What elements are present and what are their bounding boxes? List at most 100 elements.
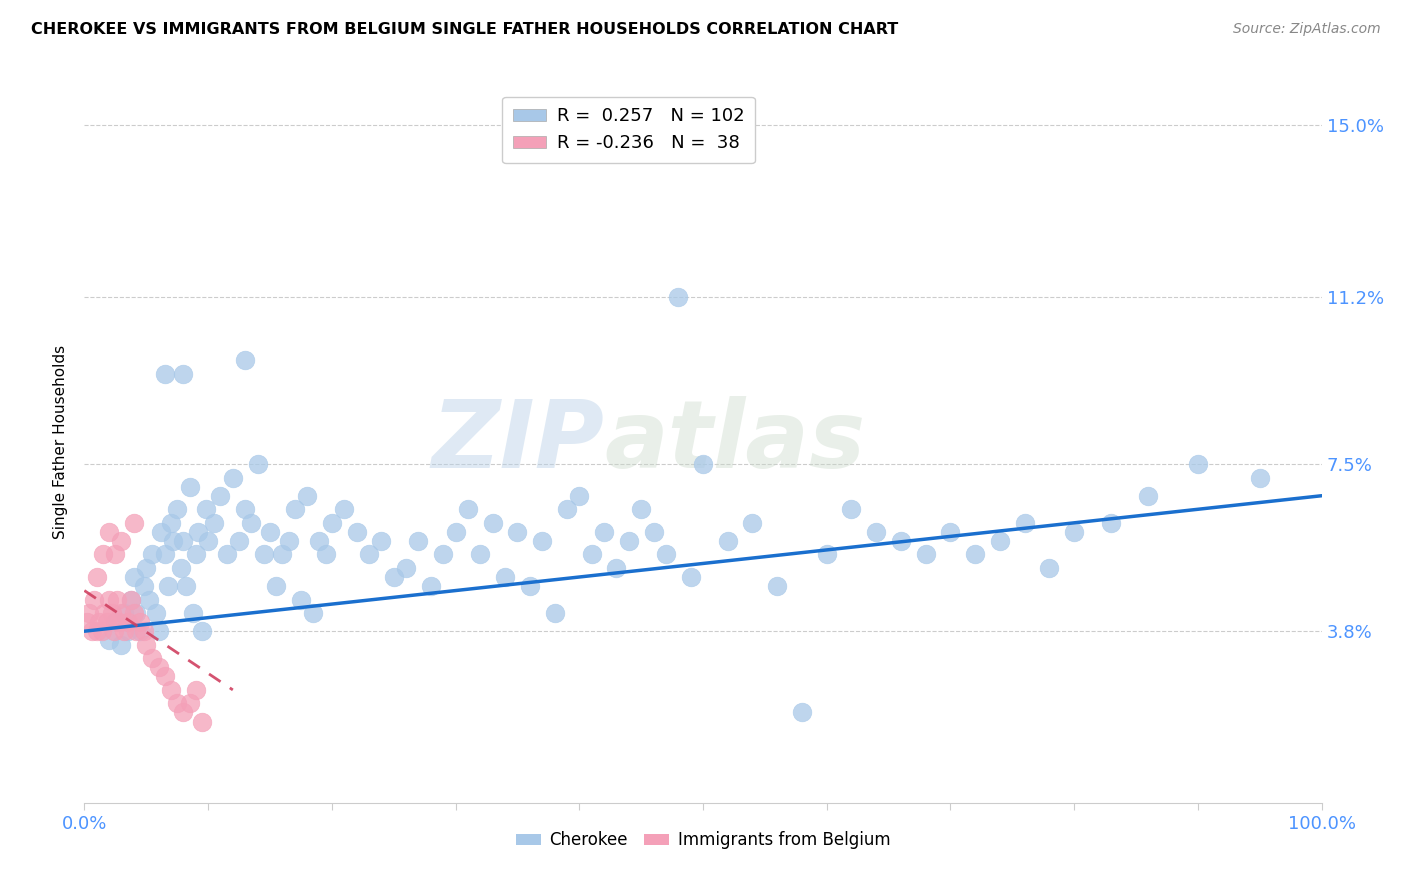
Point (233, 353, 256, 368)
Point (655, 548, 678, 562)
Point (215, 548, 238, 562)
Text: atlas: atlas (605, 395, 865, 488)
Point (1137, 489, 1160, 503)
Point (125, 624, 148, 639)
Point (153, 669, 176, 683)
Point (170, 561, 193, 575)
Point (197, 533, 219, 548)
Point (145, 606, 167, 620)
Point (98, 592, 121, 607)
Point (543, 606, 565, 620)
Point (1063, 524, 1085, 539)
Point (939, 524, 962, 539)
Point (160, 682, 183, 697)
Point (132, 624, 155, 639)
Point (240, 516, 263, 530)
Point (191, 714, 214, 729)
Text: CHEROKEE VS IMMIGRANTS FROM BELGIUM SINGLE FATHER HOUSEHOLDS CORRELATION CHART: CHEROKEE VS IMMIGRANTS FROM BELGIUM SING… (31, 22, 898, 37)
Point (457, 502, 479, 516)
Point (531, 533, 554, 548)
Point (259, 524, 281, 539)
Point (741, 516, 763, 530)
Point (284, 502, 307, 516)
Point (110, 606, 132, 620)
Point (222, 471, 245, 485)
Point (432, 548, 454, 562)
Point (125, 606, 148, 620)
Point (643, 524, 665, 539)
Point (86, 570, 108, 584)
Point (581, 548, 603, 562)
Point (122, 606, 145, 620)
Point (110, 638, 132, 652)
Point (264, 579, 287, 593)
Point (419, 579, 441, 593)
Point (1249, 471, 1271, 485)
Point (132, 579, 155, 593)
Point (965, 548, 987, 562)
Point (494, 570, 516, 584)
Point (233, 502, 256, 516)
Point (110, 533, 132, 548)
Point (481, 516, 503, 530)
Point (122, 570, 145, 584)
Point (117, 624, 139, 639)
Point (162, 533, 184, 548)
Point (179, 697, 201, 711)
Point (135, 561, 157, 575)
Point (120, 592, 142, 607)
Point (179, 480, 201, 494)
Point (191, 624, 214, 639)
Point (408, 533, 430, 548)
Point (90, 624, 112, 639)
Point (104, 548, 127, 562)
Point (290, 592, 312, 607)
Point (172, 533, 194, 548)
Point (308, 533, 330, 548)
Point (148, 624, 170, 639)
Point (630, 502, 652, 516)
Point (104, 615, 127, 630)
Point (174, 579, 197, 593)
Point (605, 561, 627, 575)
Point (80, 624, 103, 639)
Point (184, 548, 207, 562)
Point (617, 533, 640, 548)
Point (172, 706, 194, 720)
Point (153, 548, 176, 562)
Point (277, 533, 299, 548)
Point (160, 516, 183, 530)
Point (519, 579, 541, 593)
Point (815, 548, 838, 562)
Point (138, 592, 160, 607)
Point (914, 548, 936, 562)
Point (202, 516, 225, 530)
Point (295, 489, 318, 503)
Point (112, 606, 135, 620)
Point (166, 697, 188, 711)
Point (302, 606, 325, 620)
Point (96, 615, 118, 630)
Point (184, 682, 207, 697)
Point (187, 524, 209, 539)
Point (76, 615, 98, 630)
Point (112, 624, 135, 639)
Point (108, 615, 131, 630)
Point (1014, 516, 1036, 530)
Point (120, 592, 142, 607)
Point (86, 624, 108, 639)
Point (194, 502, 217, 516)
Point (83, 592, 105, 607)
Point (148, 660, 170, 674)
Point (98, 633, 121, 648)
Legend: Cherokee, Immigrants from Belgium: Cherokee, Immigrants from Belgium (509, 824, 897, 856)
Text: Source: ZipAtlas.com: Source: ZipAtlas.com (1233, 22, 1381, 37)
Point (98, 524, 121, 539)
Point (122, 516, 145, 530)
Point (890, 533, 912, 548)
Y-axis label: Single Father Households: Single Father Households (53, 344, 69, 539)
Point (246, 457, 269, 471)
Point (271, 548, 294, 562)
Point (321, 516, 343, 530)
Point (333, 502, 356, 516)
